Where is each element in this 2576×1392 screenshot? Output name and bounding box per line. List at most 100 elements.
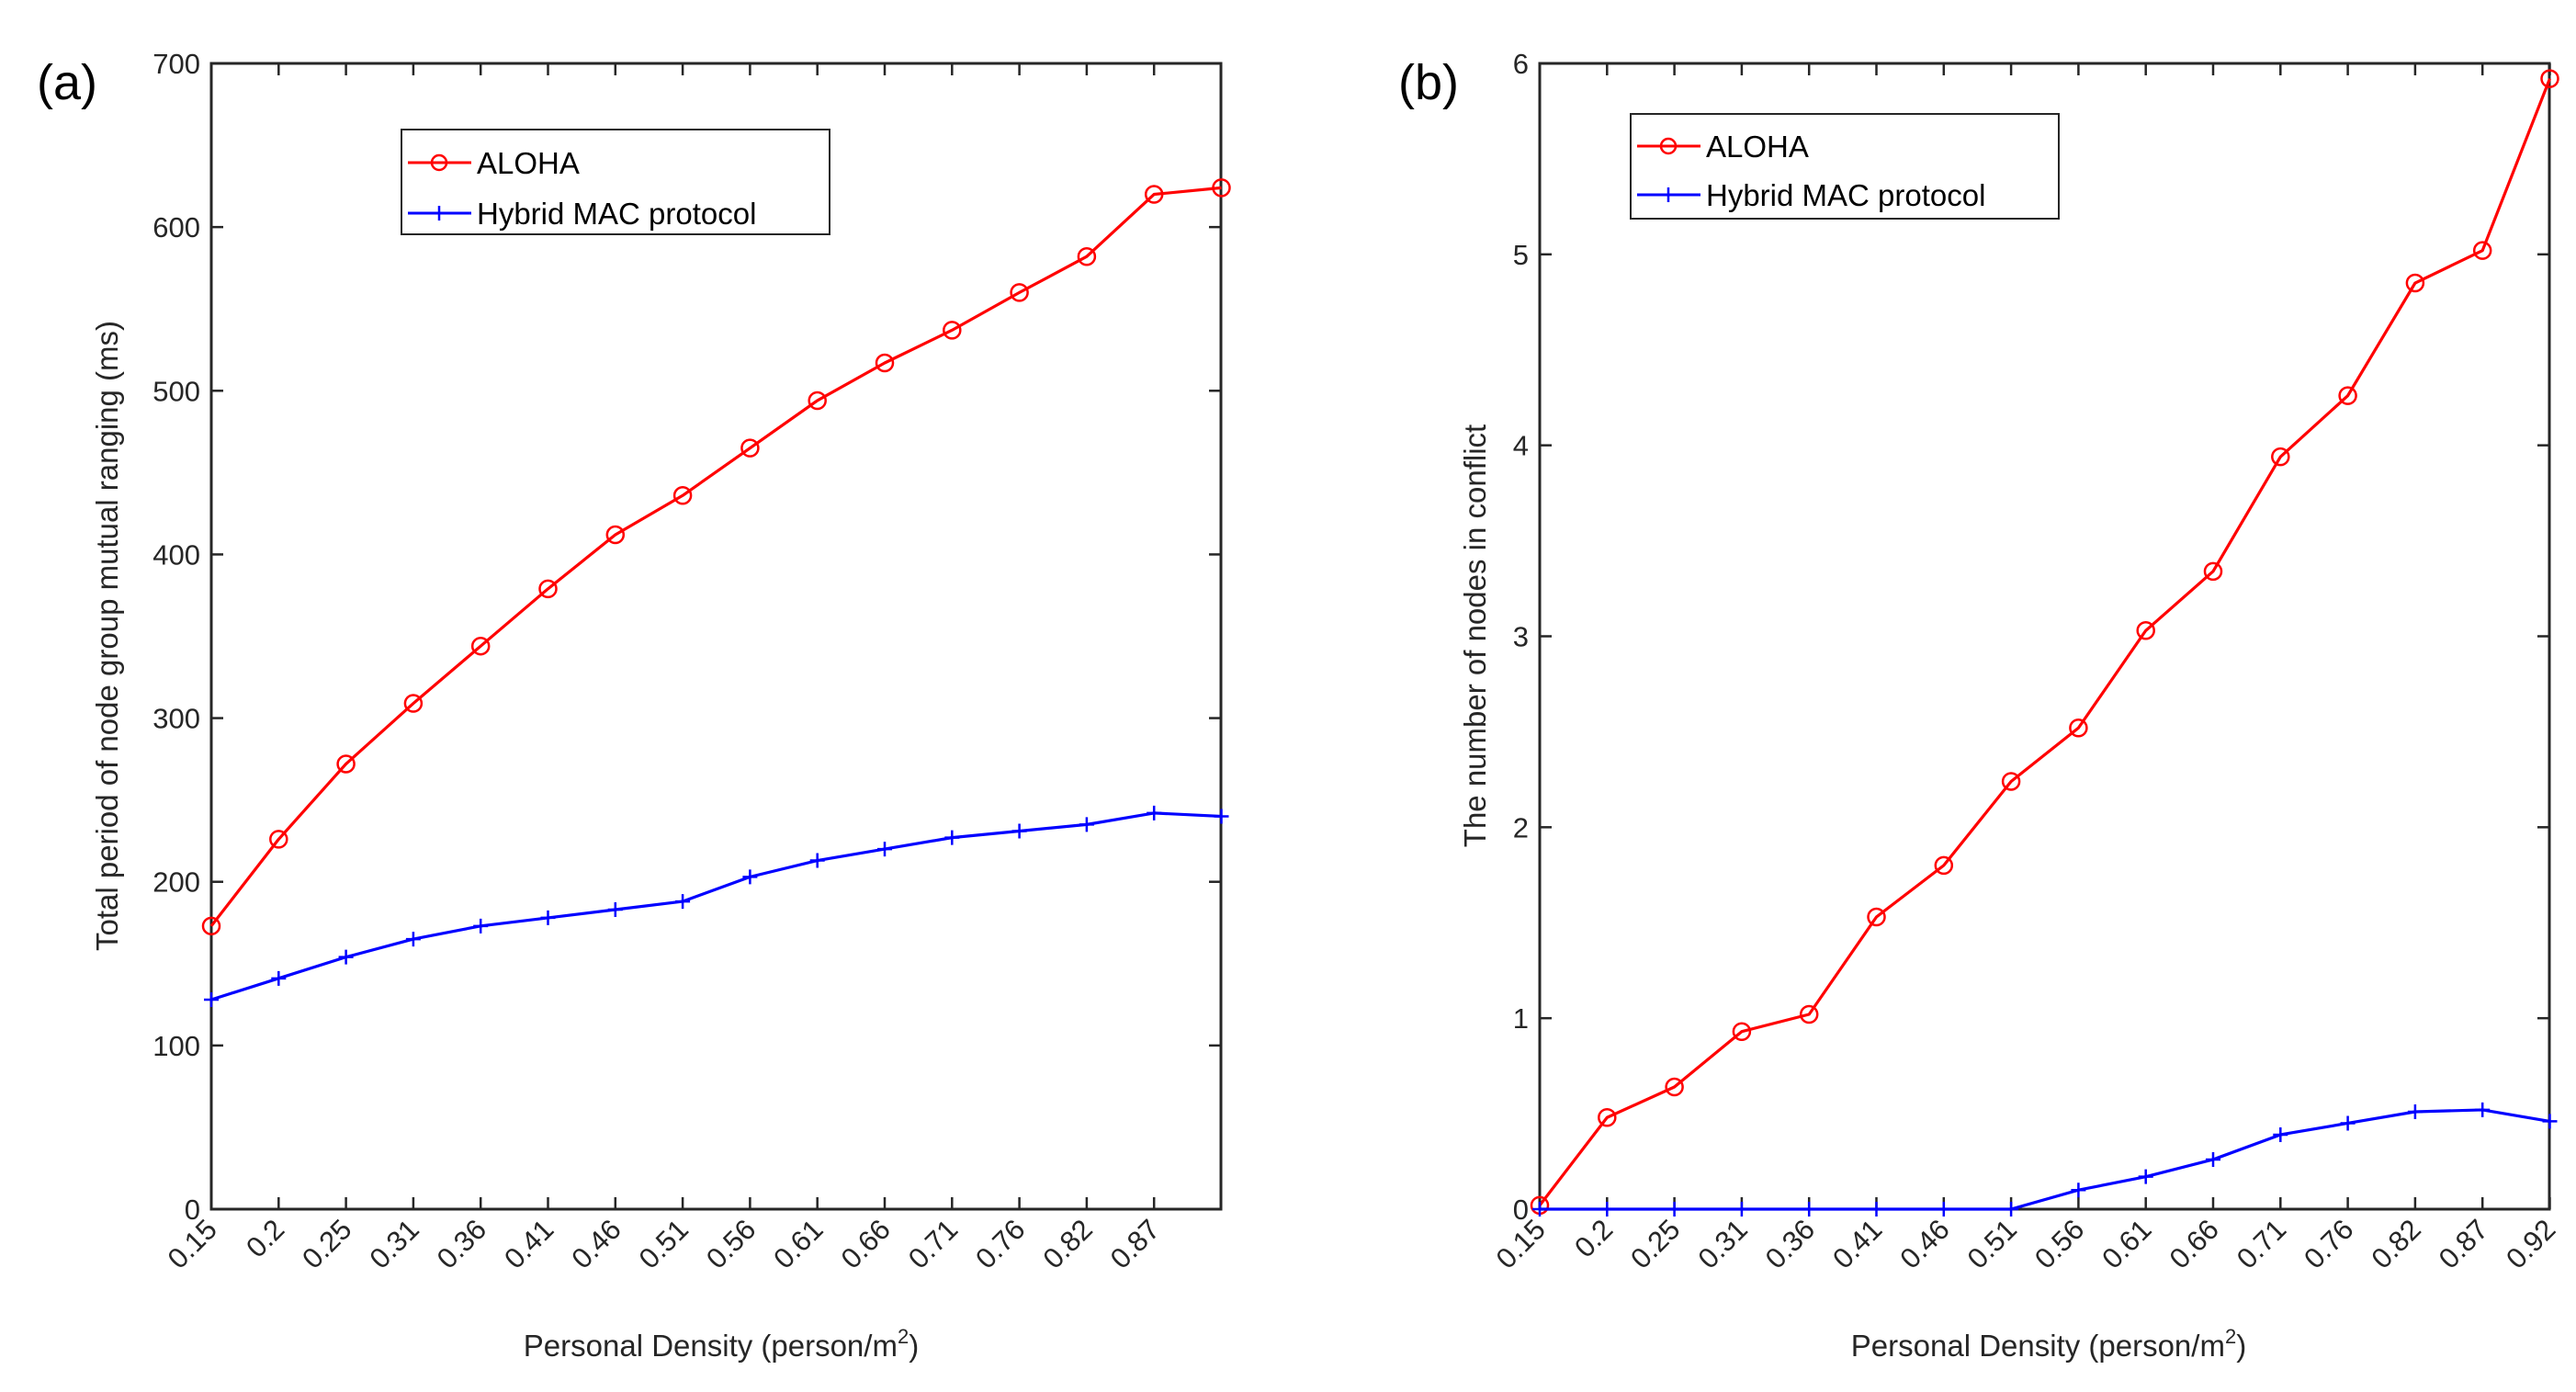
legend-box-b [1630, 113, 2060, 220]
y-tick-label: 6 [1513, 48, 1529, 80]
data-point-aloha [2271, 447, 2290, 467]
data-point-aloha [875, 353, 895, 373]
data-point-aloha [2069, 719, 2088, 738]
data-point-hybrid [1869, 1202, 1884, 1217]
data-point-aloha [2540, 69, 2559, 88]
data-point-hybrid [2138, 1169, 2153, 1184]
data-point-hybrid [204, 991, 219, 1007]
data-point-aloha [605, 525, 626, 545]
data-point-hybrid [809, 853, 825, 868]
y-tick-label: 500 [153, 375, 200, 407]
data-point-hybrid [2004, 1202, 2019, 1217]
x-axis-label-a: Personal Density (person/m2) [524, 1325, 919, 1363]
data-point-aloha [2472, 241, 2492, 260]
legend-label-hybrid-b: Hybrid MAC protocol [1706, 178, 1985, 212]
data-point-hybrid [742, 869, 758, 885]
data-point-aloha [943, 321, 962, 340]
legend-box-a [401, 129, 830, 235]
y-axis-b: 0 1 2 3 4 5 6 [1513, 48, 2549, 1226]
data-point-aloha [740, 438, 760, 458]
x-axis-label-b-end: ) [2236, 1329, 2246, 1363]
data-point-hybrid [2273, 1126, 2288, 1142]
series-group-b [1530, 69, 2559, 1217]
data-point-aloha [2001, 772, 2021, 791]
data-point-aloha [672, 486, 693, 505]
x-axis-label-a-end: ) [909, 1329, 919, 1363]
y-axis-label-a: Total period of node group mutual rangin… [90, 321, 124, 951]
data-point-hybrid [1011, 823, 1027, 839]
data-point-aloha [808, 390, 827, 411]
series-group-a [201, 178, 1231, 1007]
data-point-hybrid [2542, 1114, 2558, 1129]
data-point-hybrid [2475, 1102, 2491, 1117]
data-point-hybrid [1599, 1202, 1615, 1217]
data-point-aloha [1665, 1077, 1684, 1097]
y-tick-label: 1 [1513, 1002, 1529, 1035]
legend-label-hybrid-a: Hybrid MAC protocol [477, 197, 756, 231]
data-point-aloha [1934, 855, 1954, 876]
series-line-hybrid [1540, 1108, 2550, 1211]
data-point-aloha [470, 636, 491, 656]
data-point-hybrid [1666, 1202, 1682, 1217]
series-line-hybrid [210, 811, 1222, 1002]
data-point-aloha [1867, 907, 1886, 927]
data-point-hybrid [2071, 1183, 2086, 1198]
y-tick-label: 5 [1513, 239, 1529, 271]
legend-marker-hybrid-a [432, 206, 446, 221]
y-tick-label: 0 [185, 1194, 200, 1226]
y-tick-label: 100 [153, 1030, 200, 1062]
data-point-hybrid [944, 830, 960, 845]
x-axis-label-b-sup: 2 [2225, 1325, 2236, 1348]
data-point-hybrid [877, 842, 892, 857]
y-tick-label: 600 [153, 211, 200, 243]
data-point-aloha [336, 754, 356, 774]
x-axis-label-b: Personal Density (person/m2) [1851, 1325, 2246, 1363]
x-axis-label-b-main: Personal Density (person/m [1851, 1329, 2225, 1363]
y-axis-a: 0 100 200 300 400 500 600 700 [153, 48, 1221, 1226]
data-point-aloha [2136, 621, 2155, 640]
data-point-aloha [2203, 561, 2223, 582]
data-point-hybrid [1802, 1202, 1817, 1217]
data-point-hybrid [1532, 1202, 1547, 1217]
data-point-aloha [1077, 246, 1097, 266]
data-point-aloha [1799, 1004, 1819, 1024]
data-point-aloha [201, 916, 221, 936]
y-tick-label: 400 [153, 538, 200, 571]
data-point-aloha [1010, 283, 1029, 302]
y-tick-label: 700 [153, 48, 200, 80]
data-point-hybrid [675, 894, 691, 910]
y-tick-label: 3 [1513, 621, 1529, 653]
data-point-hybrid [2206, 1151, 2220, 1167]
series-line-aloha [209, 186, 1222, 927]
data-point-hybrid [405, 932, 421, 947]
y-tick-label: 2 [1513, 811, 1529, 843]
data-point-aloha [1212, 178, 1231, 198]
data-point-aloha [1144, 185, 1164, 204]
legend-marker-hybrid-b [1661, 187, 1676, 202]
data-point-hybrid [2407, 1104, 2423, 1120]
y-tick-label: 4 [1513, 430, 1529, 462]
legend-marker-aloha-b [1659, 137, 1678, 155]
data-point-aloha [1598, 1107, 1617, 1127]
data-point-aloha [538, 579, 558, 599]
data-point-hybrid [2340, 1115, 2356, 1131]
data-point-hybrid [607, 901, 623, 917]
legend-b: ALOHA Hybrid MAC protocol [1630, 113, 2060, 220]
data-point-hybrid [473, 918, 489, 934]
data-point-hybrid [271, 970, 287, 986]
data-point-aloha [269, 830, 288, 849]
series-line-aloha [1538, 78, 2551, 1206]
panel-label-b: (b) [1398, 55, 1459, 110]
data-point-hybrid [1936, 1202, 1951, 1217]
data-point-aloha [403, 694, 424, 713]
y-tick-label: 0 [1513, 1194, 1529, 1226]
legend-marker-aloha-a [430, 153, 448, 172]
x-axis-label-a-main: Personal Density (person/m [524, 1329, 898, 1363]
y-tick-label: 300 [153, 703, 200, 735]
data-point-aloha [2405, 273, 2425, 293]
panel-label-a: (a) [37, 55, 97, 110]
legend-a: ALOHA Hybrid MAC protocol [401, 129, 830, 235]
